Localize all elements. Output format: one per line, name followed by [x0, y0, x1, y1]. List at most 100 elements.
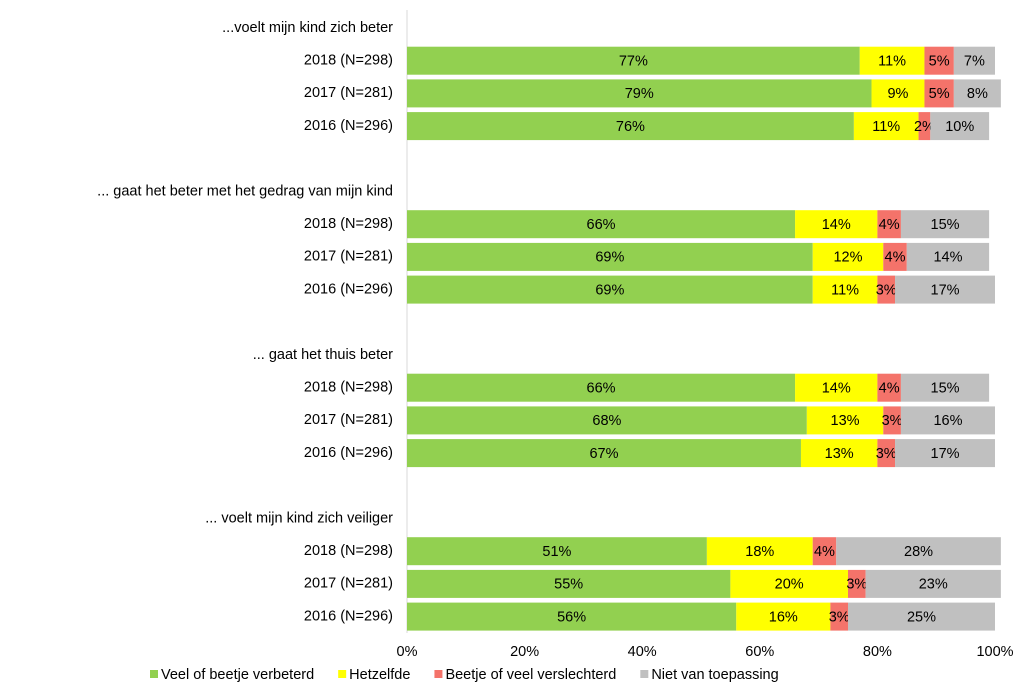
bar-segment	[407, 406, 807, 435]
data-label: 15%	[931, 217, 960, 233]
data-label: 76%	[616, 119, 645, 135]
bar-segment	[883, 242, 907, 271]
data-label: 3%	[882, 413, 903, 429]
x-tick-label: 80%	[863, 644, 892, 660]
category-label: ... voelt mijn kind zich veiliger	[205, 510, 393, 526]
bar-segment	[730, 569, 848, 598]
bar-segment	[871, 79, 925, 108]
data-label: 23%	[919, 577, 948, 593]
bar-segment	[407, 275, 813, 304]
category-label: ...voelt mijn kind zich beter	[222, 20, 393, 36]
category-label: ... gaat het thuis beter	[253, 347, 393, 363]
data-label: 9%	[887, 86, 908, 102]
bar-segment	[924, 79, 954, 108]
category-label: 2017 (N=281)	[304, 412, 393, 428]
bar-segment	[853, 112, 919, 141]
category-label: 2016 (N=296)	[304, 281, 393, 297]
data-label: 4%	[885, 250, 906, 266]
bar-segment	[895, 275, 995, 304]
category-label: 2016 (N=296)	[304, 608, 393, 624]
data-label: 3%	[846, 577, 867, 593]
data-label: 17%	[931, 282, 960, 298]
bar-segment	[407, 112, 854, 141]
bar-segment	[865, 569, 1001, 598]
category-label: 2016 (N=296)	[304, 445, 393, 461]
data-label: 68%	[592, 413, 621, 429]
bar-segment	[812, 242, 884, 271]
bar-segment	[836, 537, 1001, 566]
bar-segment	[407, 210, 796, 239]
data-label: 16%	[933, 413, 962, 429]
category-label: 2017 (N=281)	[304, 249, 393, 265]
bar-segment	[848, 602, 995, 631]
bar-segment	[806, 406, 884, 435]
data-label: 18%	[745, 544, 774, 560]
x-tick-label: 100%	[976, 644, 1013, 660]
x-tick-label: 40%	[628, 644, 657, 660]
data-label: 66%	[587, 381, 616, 397]
data-label: 56%	[557, 609, 586, 625]
data-label: 16%	[769, 609, 798, 625]
data-label: 55%	[554, 577, 583, 593]
data-label: 17%	[931, 446, 960, 462]
data-label: 4%	[879, 381, 900, 397]
bar-segment	[407, 79, 872, 108]
bar-segment	[900, 210, 990, 239]
bar-segment	[906, 242, 990, 271]
category-label: 2017 (N=281)	[304, 85, 393, 101]
data-label: 25%	[907, 609, 936, 625]
data-label: 12%	[833, 250, 862, 266]
bar-segment	[877, 275, 896, 304]
category-label: 2016 (N=296)	[304, 118, 393, 134]
category-label: 2018 (N=298)	[304, 543, 393, 559]
category-label: 2018 (N=298)	[304, 53, 393, 69]
data-label: 66%	[587, 217, 616, 233]
legend-swatch	[640, 670, 649, 678]
data-label: 5%	[929, 54, 950, 70]
data-label: 77%	[619, 54, 648, 70]
data-label: 69%	[595, 282, 624, 298]
data-label: 28%	[904, 544, 933, 560]
data-label: 51%	[542, 544, 571, 560]
bar-segment	[895, 439, 995, 468]
category-label: ... gaat het beter met het gedrag van mi…	[97, 183, 393, 199]
category-label: 2017 (N=281)	[304, 576, 393, 592]
data-label: 10%	[945, 119, 974, 135]
legend-label: Niet van toepassing	[651, 667, 778, 683]
bar-segment	[812, 275, 878, 304]
data-label: 13%	[831, 413, 860, 429]
data-label: 4%	[879, 217, 900, 233]
data-label: 2%	[914, 119, 935, 135]
data-label: 20%	[775, 577, 804, 593]
x-tick-label: 60%	[745, 644, 774, 660]
data-label: 11%	[878, 54, 906, 70]
legend-swatch	[338, 670, 347, 678]
legend-label: Hetzelfde	[349, 667, 410, 683]
data-label: 11%	[831, 282, 859, 298]
bar-segment	[830, 602, 848, 631]
bar-segment	[407, 439, 801, 468]
bar-segment	[407, 242, 813, 271]
bar-segment	[877, 210, 901, 239]
bar-segment	[706, 537, 813, 566]
legend-swatch	[150, 670, 158, 678]
bar-segment	[812, 537, 837, 566]
bar-segment	[407, 569, 731, 598]
x-tick-label: 0%	[397, 644, 418, 660]
bar-segment	[407, 537, 707, 566]
bar-segment	[900, 406, 995, 435]
category-label: 2018 (N=298)	[304, 380, 393, 396]
bar-segment	[407, 46, 860, 75]
bar-segment	[918, 112, 931, 141]
bar-segment	[883, 406, 901, 435]
category-label: 2018 (N=298)	[304, 216, 393, 232]
legend-swatch	[434, 670, 443, 678]
bar-segment	[953, 46, 995, 75]
data-label: 8%	[967, 86, 988, 102]
x-tick-label: 20%	[510, 644, 539, 660]
data-label: 4%	[814, 544, 835, 560]
data-label: 69%	[595, 250, 624, 266]
data-label: 3%	[876, 446, 897, 462]
data-label: 3%	[829, 609, 850, 625]
